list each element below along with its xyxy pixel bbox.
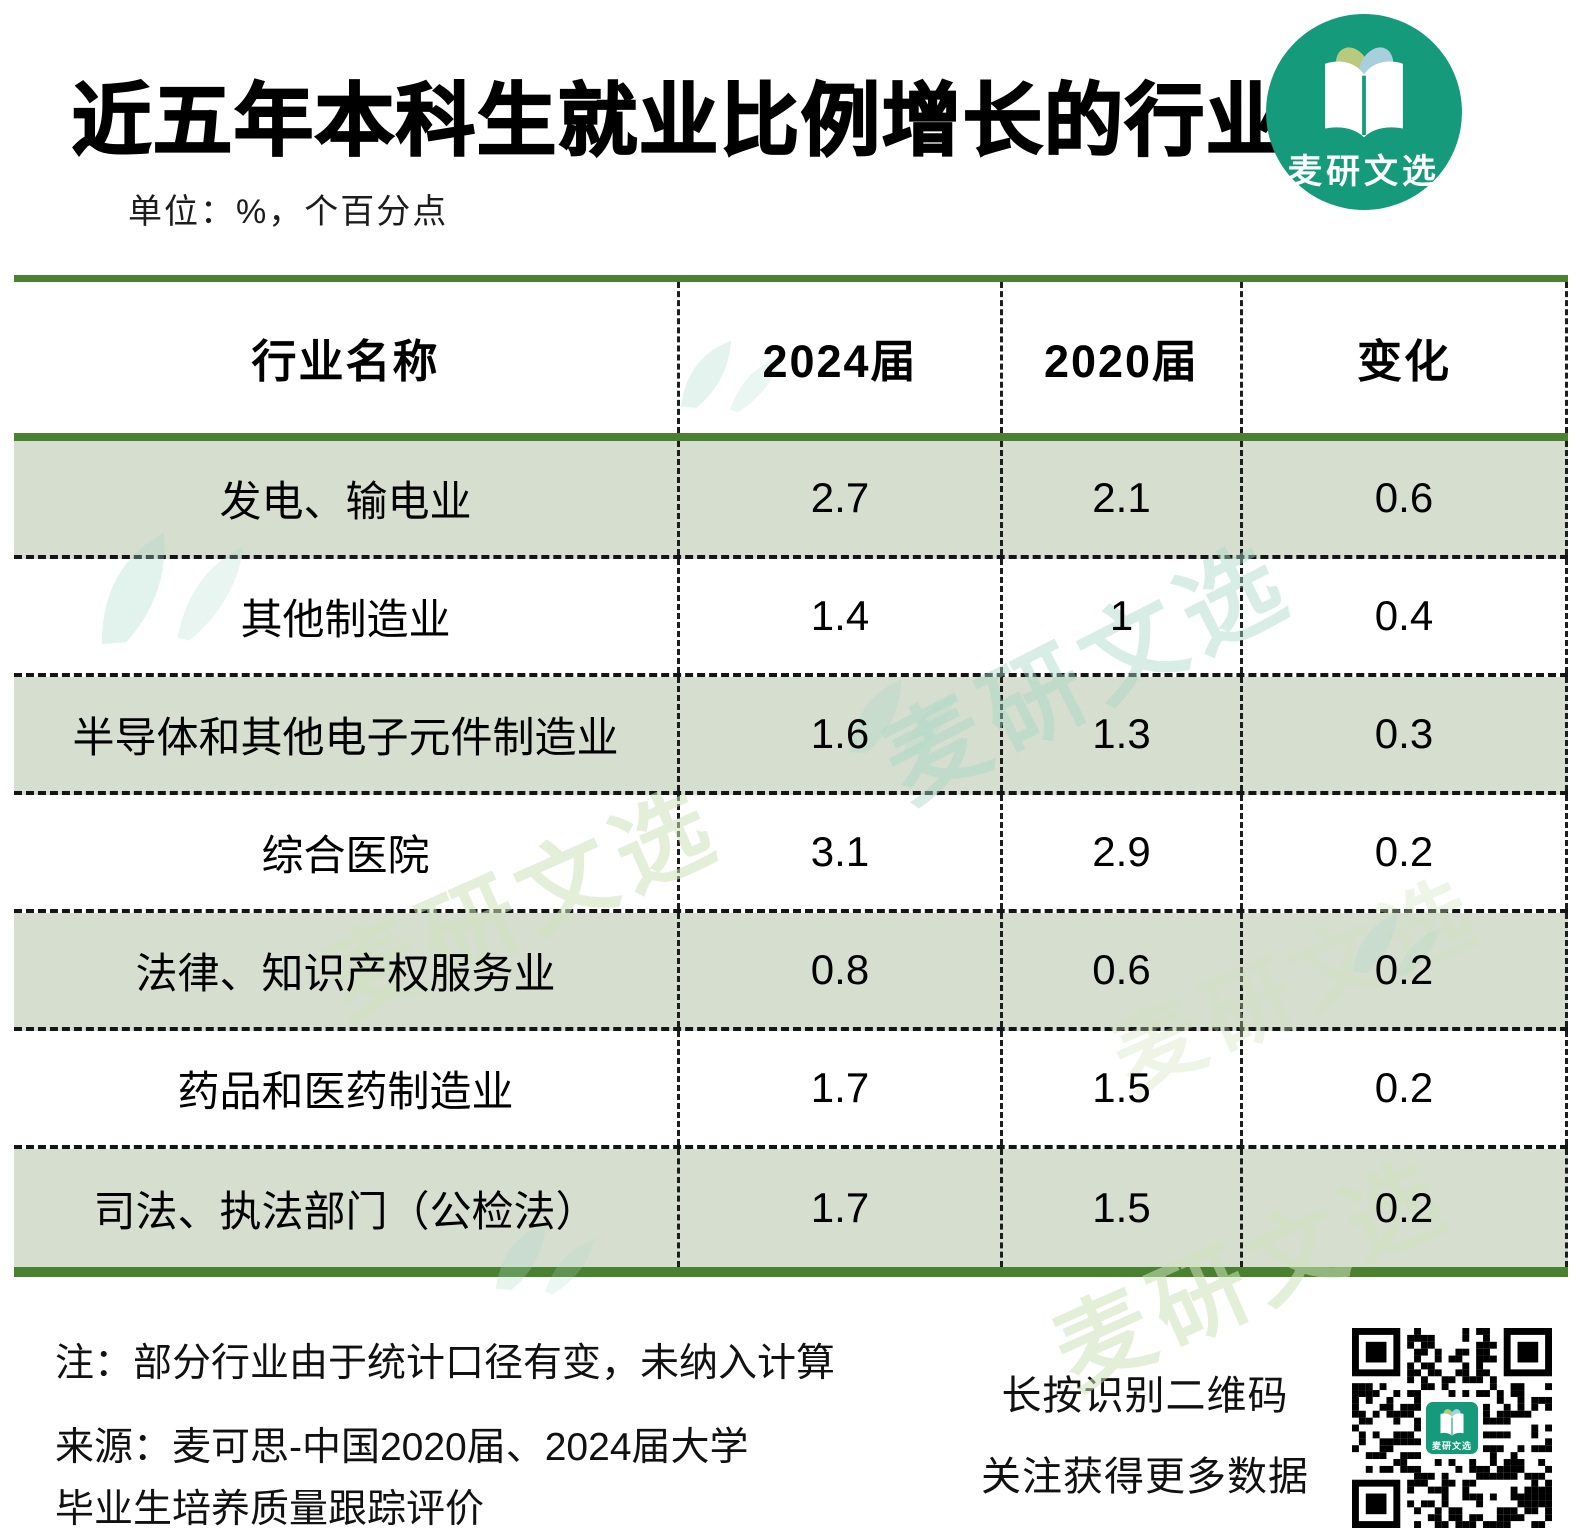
value-2024: 1.7	[810, 1064, 870, 1111]
qr-logo-text: 麦研文选	[1431, 1441, 1472, 1451]
source-line-2: 毕业生培养质量跟踪评价	[55, 1488, 485, 1531]
value-2024: 0.8	[810, 946, 870, 993]
table-row: 发电、输电业 2.7 2.1 0.6	[14, 441, 1568, 559]
source-line-1: 来源：麦可思-中国2020届、2024届大学	[55, 1426, 749, 1469]
footnote: 注：部分行业由于统计口径有变，未纳入计算	[55, 1342, 836, 1385]
qr-caption-line-2: 关注获得更多数据	[981, 1455, 1309, 1499]
value-change: 0.4	[1374, 592, 1434, 639]
industry-name: 司法、执法部门（公检法）	[93, 1187, 598, 1235]
header-separator-rule	[14, 433, 1568, 441]
brand-name: 麦研文选	[1288, 153, 1440, 191]
value-2024: 3.1	[810, 828, 870, 875]
value-2020: 1	[1109, 592, 1134, 639]
value-2020: 2.1	[1092, 474, 1151, 521]
table-row: 司法、执法部门（公检法） 1.7 1.5 0.2	[14, 1149, 1568, 1267]
value-change: 0.2	[1374, 1184, 1434, 1231]
table-top-rule	[14, 275, 1568, 282]
value-2020: 2.9	[1092, 828, 1151, 875]
value-2020: 0.6	[1092, 946, 1151, 993]
col-header-industry: 行业名称	[251, 336, 440, 387]
unit-note: 单位：%，个百分点	[128, 193, 449, 231]
industry-name: 药品和医药制造业	[177, 1067, 514, 1115]
table-row: 综合医院 3.1 2.9 0.2	[14, 795, 1568, 913]
qr-code: 麦研文选	[1352, 1328, 1552, 1528]
value-2024: 1.4	[810, 592, 870, 639]
industry-name: 半导体和其他电子元件制造业	[72, 713, 619, 761]
table-row: 法律、知识产权服务业 0.8 0.6 0.2	[14, 913, 1568, 1031]
value-2020: 1.3	[1092, 710, 1151, 757]
table-row: 其他制造业 1.4 1 0.4	[14, 559, 1568, 677]
open-book-icon	[1440, 1409, 1464, 1436]
page-title: 近五年本科生就业比例增长的行业	[71, 75, 1287, 166]
industry-name: 法律、知识产权服务业	[135, 949, 556, 997]
open-book-icon	[1325, 47, 1403, 138]
value-2024: 1.6	[810, 710, 870, 757]
brand-logo: 麦研文选	[1266, 14, 1462, 210]
industry-table: 行业名称 2024届 2020届 变化 发电、输电业 2.7 2.1 0.6 其…	[14, 275, 1568, 1277]
value-2020: 1.5	[1092, 1064, 1151, 1111]
value-2020: 1.5	[1092, 1184, 1151, 1231]
industry-name: 其他制造业	[240, 595, 451, 643]
value-change: 0.2	[1374, 828, 1434, 875]
col-header-change: 变化	[1356, 336, 1451, 387]
table-bottom-rule	[14, 1267, 1568, 1277]
qr-caption-line-1: 长按识别二维码	[1001, 1374, 1289, 1418]
table-row: 药品和医药制造业 1.7 1.5 0.2	[14, 1031, 1568, 1149]
table-row: 半导体和其他电子元件制造业 1.6 1.3 0.3	[14, 677, 1568, 795]
industry-name: 综合医院	[261, 831, 430, 879]
col-header-2020: 2020届	[1043, 336, 1200, 387]
value-change: 0.6	[1374, 474, 1434, 521]
qr-center-logo: 麦研文选	[1423, 1399, 1481, 1457]
industry-name: 发电、输电业	[219, 477, 472, 525]
col-header-2024: 2024届	[762, 336, 918, 387]
value-change: 0.2	[1374, 1064, 1434, 1111]
value-change: 0.3	[1374, 710, 1434, 757]
table-header-row: 行业名称 2024届 2020届 变化	[14, 282, 1568, 433]
value-2024: 1.7	[810, 1184, 870, 1231]
value-2024: 2.7	[810, 474, 870, 521]
value-change: 0.2	[1374, 946, 1434, 993]
